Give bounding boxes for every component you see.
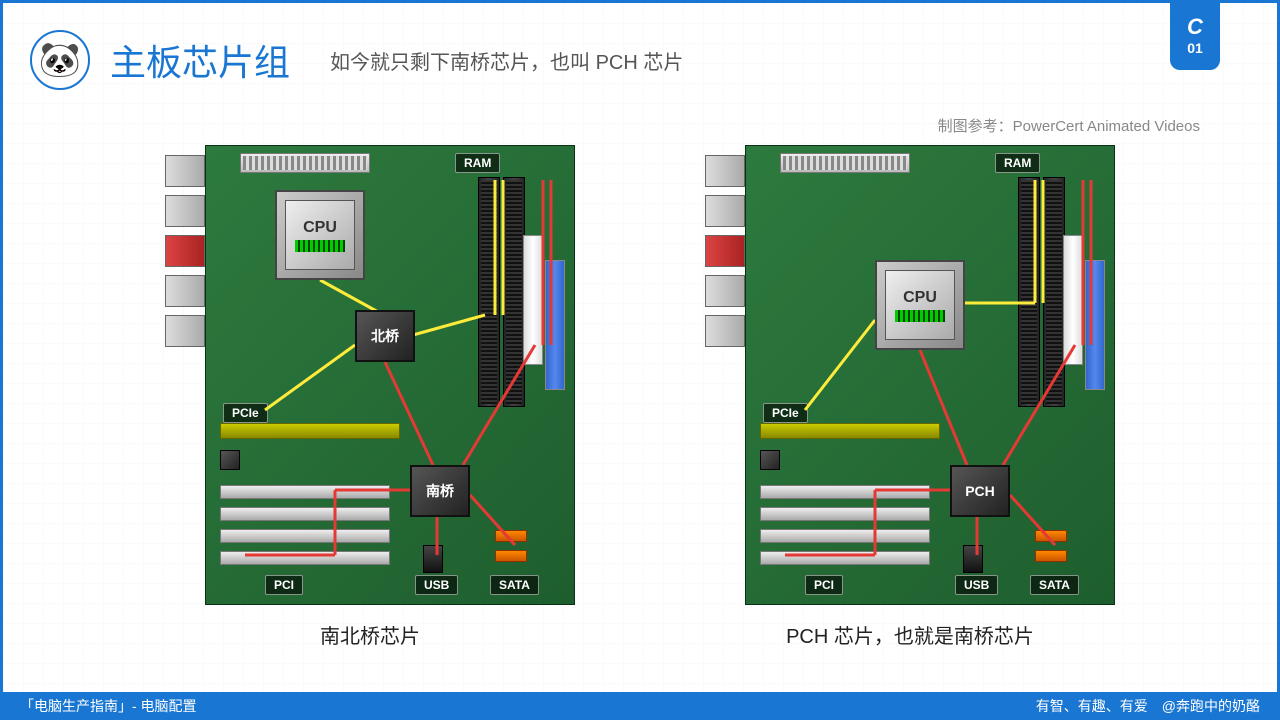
sata-port — [495, 550, 527, 562]
io-panel — [165, 155, 205, 455]
sata-port — [1035, 550, 1067, 562]
boards-container: RAM PCIe PCI USB SATA CPU 北桥南桥 南北桥芯片 RAM PCIe PC… — [0, 145, 1280, 649]
pci-slot — [760, 507, 930, 521]
caption-right: PCH 芯片，也就是南桥芯片 — [786, 620, 1034, 649]
ram-label: RAM — [995, 153, 1040, 173]
io-port — [165, 195, 205, 227]
footer-left: 「电脑生产指南」- 电脑配置 — [20, 696, 197, 716]
pci-slot — [220, 485, 390, 499]
southbridge-chip: 南桥 — [410, 465, 470, 517]
pci-slot — [760, 485, 930, 499]
sata-label: SATA — [1030, 575, 1079, 595]
footer-right: 有智、有趣、有爱 @奔跑中的奶酪 — [1036, 696, 1260, 716]
io-panel — [705, 155, 745, 455]
panda-logo-icon: 🐼 — [30, 30, 90, 90]
pci-slot — [220, 551, 390, 565]
dimm-module — [523, 235, 543, 365]
motherboard-northbridge-southbridge: RAM PCIe PCI USB SATA CPU 北桥南桥 — [165, 145, 575, 605]
io-port — [705, 235, 745, 267]
ram-slot — [478, 177, 500, 407]
small-chip — [220, 450, 240, 470]
motherboard-pch: RAM PCIe PCI USB SATA CPU PCH — [705, 145, 1115, 605]
northbridge-chip: 北桥 — [355, 310, 415, 362]
atx-connector — [240, 153, 370, 173]
dimm-module-blue — [1085, 260, 1105, 390]
caption-left: 南北桥芯片 — [320, 620, 420, 649]
pcie-label: PCIe — [763, 403, 808, 423]
usb-port — [423, 545, 443, 573]
credit-text: 制图参考：PowerCert Animated Videos — [938, 115, 1200, 136]
ram-label: RAM — [455, 153, 500, 173]
ram-slot — [503, 177, 525, 407]
pci-slot — [220, 507, 390, 521]
pci-label: PCI — [265, 575, 303, 595]
footer: 「电脑生产指南」- 电脑配置 有智、有趣、有爱 @奔跑中的奶酪 — [0, 692, 1280, 720]
sata-port — [1035, 530, 1067, 542]
io-port — [165, 275, 205, 307]
pci-slot — [760, 529, 930, 543]
usb-label: USB — [415, 575, 458, 595]
small-chip — [760, 450, 780, 470]
io-port — [705, 195, 745, 227]
usb-label: USB — [955, 575, 998, 595]
atx-connector — [780, 153, 910, 173]
pcie-label: PCIe — [223, 403, 268, 423]
cpu-chip: CPU — [275, 190, 365, 280]
dimm-module-blue — [545, 260, 565, 390]
ram-slot — [1043, 177, 1065, 407]
pci-slot — [760, 551, 930, 565]
io-port — [705, 275, 745, 307]
page-subtitle: 如今就只剩下南桥芯片，也叫 PCH 芯片 — [330, 46, 683, 75]
io-port — [165, 235, 205, 267]
io-port — [705, 155, 745, 187]
pci-slot — [220, 529, 390, 543]
page-title: 主板芯片组 — [110, 34, 290, 86]
sata-label: SATA — [490, 575, 539, 595]
io-port — [165, 315, 205, 347]
board-left-wrap: RAM PCIe PCI USB SATA CPU 北桥南桥 南北桥芯片 — [165, 145, 575, 649]
pch-chip: PCH — [950, 465, 1010, 517]
usb-port — [963, 545, 983, 573]
io-port — [165, 155, 205, 187]
ram-slot — [1018, 177, 1040, 407]
pcie-slot — [220, 423, 400, 439]
io-port — [705, 315, 745, 347]
sata-port — [495, 530, 527, 542]
pci-label: PCI — [805, 575, 843, 595]
pcie-slot — [760, 423, 940, 439]
dimm-module — [1063, 235, 1083, 365]
header: 🐼 主板芯片组 如今就只剩下南桥芯片，也叫 PCH 芯片 — [30, 30, 1250, 90]
cpu-chip: CPU — [875, 260, 965, 350]
board-right-wrap: RAM PCIe PCI USB SATA CPU PCH PCH 芯片，也就是南桥芯片 — [705, 145, 1115, 649]
